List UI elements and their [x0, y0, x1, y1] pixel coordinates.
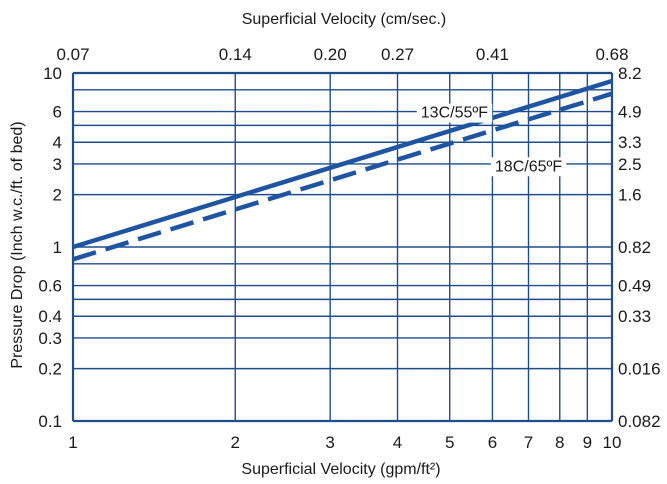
y-tick-label: 0.3: [38, 329, 62, 348]
x-tick-label: 10: [603, 433, 622, 452]
x2-tick-label: 0.41: [476, 45, 509, 64]
y2-tick-label: 3.3: [618, 133, 642, 152]
x-tick-label: 4: [393, 433, 402, 452]
x-tick-label: 1: [68, 433, 77, 452]
y-axis-title: Pressure Drop (Inch w.c./ft. of bed): [9, 121, 26, 368]
x-tick-label: 6: [488, 433, 497, 452]
x2-tick-label: 0.07: [56, 45, 89, 64]
y-tick-label: 2: [53, 186, 62, 205]
y2-tick-label: 4.9: [618, 103, 642, 122]
grid: [71, 71, 614, 423]
series-label-2: 18C/65ºF: [495, 158, 562, 175]
y2-tick-label: 0.49: [618, 277, 651, 296]
x-tick-label: 5: [445, 433, 454, 452]
x-tick-label: 3: [325, 433, 334, 452]
y-tick-label: 3: [53, 155, 62, 174]
y-tick-label: 0.6: [38, 277, 62, 296]
y2-tick-label: 0.016: [618, 360, 661, 379]
y2-tick-label: 0.33: [618, 307, 651, 326]
x2-tick-label: 0.68: [595, 45, 628, 64]
series-label-background: [416, 103, 493, 123]
x-tick-label: 7: [524, 433, 533, 452]
y2-tick-label: 2.5: [618, 155, 642, 174]
series-line-2: [72, 91, 613, 262]
series-labels: 13C/55ºF 18C/65ºF: [416, 103, 567, 177]
y-tick-label: 1: [53, 238, 62, 257]
y-tick-label: 6: [53, 103, 62, 122]
y2-tick-label: 8.2: [618, 64, 642, 83]
series-label-1: 13C/55ºF: [421, 105, 488, 122]
x-tick-label: 2: [231, 433, 240, 452]
x2-tick-label: 0.27: [381, 45, 414, 64]
y2-tick-label: 1.6: [618, 186, 642, 205]
x2-tick-label: 0.14: [219, 45, 252, 64]
x-tick-label: 8: [555, 433, 564, 452]
bottom-axis-title: Superficial Velocity (gpm/ft²): [241, 461, 440, 478]
y-tick-label: 10: [43, 64, 62, 83]
series-label-background: [490, 157, 567, 177]
y-tick-label: 0.1: [38, 412, 62, 431]
x-tick-label: 9: [583, 433, 592, 452]
series-line-1: [72, 78, 613, 250]
y-tick-label: 0.2: [38, 360, 62, 379]
y2-tick-label: 0.082: [618, 412, 661, 431]
y2-tick-label: 0.82: [618, 238, 651, 257]
top-axis-title: Superficial Velocity (cm/sec.): [242, 11, 447, 28]
tick-labels: 1 2 3 4 5 6 7 8 9 100.07 0.14 0.20 0.27 0.41 0.680.10.…: [38, 45, 660, 452]
x2-tick-label: 0.20: [314, 45, 347, 64]
y-tick-label: 0.4: [38, 307, 62, 326]
series-lines: [72, 78, 613, 262]
y-tick-label: 4: [53, 133, 62, 152]
